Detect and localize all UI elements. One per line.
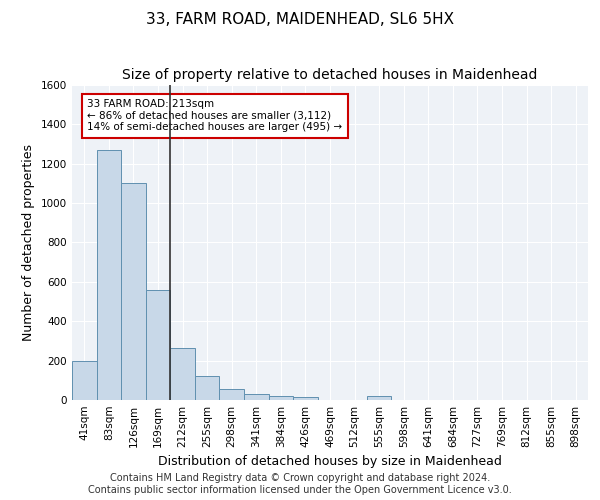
Text: 33 FARM ROAD: 213sqm
← 86% of detached houses are smaller (3,112)
14% of semi-de: 33 FARM ROAD: 213sqm ← 86% of detached h…: [88, 99, 343, 132]
Bar: [97, 150, 121, 400]
Bar: [220, 389, 244, 400]
Text: Contains HM Land Registry data © Crown copyright and database right 2024.
Contai: Contains HM Land Registry data © Crown c…: [88, 474, 512, 495]
Bar: [72, 360, 97, 400]
Bar: [121, 184, 146, 400]
Bar: [170, 348, 195, 400]
Bar: [293, 397, 318, 400]
Bar: [244, 394, 269, 400]
Bar: [146, 290, 170, 400]
X-axis label: Distribution of detached houses by size in Maidenhead: Distribution of detached houses by size …: [158, 456, 502, 468]
Bar: [367, 396, 391, 400]
Bar: [195, 376, 220, 400]
Bar: [269, 396, 293, 400]
Title: Size of property relative to detached houses in Maidenhead: Size of property relative to detached ho…: [122, 68, 538, 82]
Y-axis label: Number of detached properties: Number of detached properties: [22, 144, 35, 341]
Text: 33, FARM ROAD, MAIDENHEAD, SL6 5HX: 33, FARM ROAD, MAIDENHEAD, SL6 5HX: [146, 12, 454, 28]
